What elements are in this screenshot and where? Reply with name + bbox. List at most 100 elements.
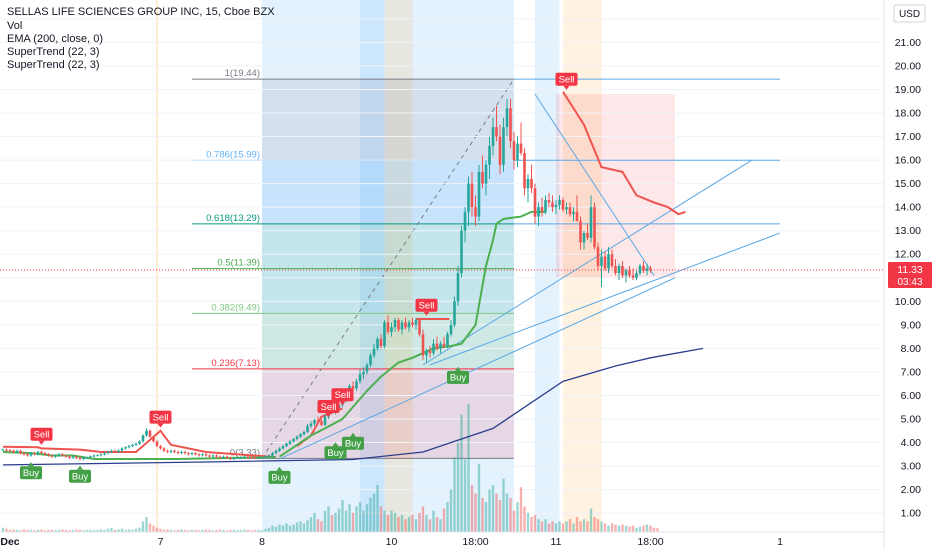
- price-tick: 14.00: [895, 202, 921, 214]
- candle: [85, 456, 89, 460]
- candle: [516, 136, 519, 168]
- candle: [92, 454, 96, 458]
- candle-body: [428, 350, 432, 354]
- candle: [519, 122, 523, 156]
- volume-bar: [243, 529, 246, 532]
- candle-body: [15, 450, 19, 452]
- candle-body: [442, 343, 446, 347]
- candle: [435, 336, 439, 351]
- signal-box: [447, 370, 469, 384]
- volume-bar: [295, 522, 299, 532]
- time-tick: 18:00: [462, 536, 488, 548]
- candle-body: [649, 268, 652, 271]
- price-tick: 16.00: [895, 155, 921, 167]
- candle: [509, 98, 512, 149]
- volume-bar: [225, 530, 229, 532]
- volume-bar: [19, 530, 22, 532]
- candle-body: [568, 207, 572, 215]
- candle: [442, 336, 446, 349]
- volume-bar: [582, 519, 586, 532]
- candle-body: [540, 207, 544, 212]
- volume-bar: [222, 529, 225, 532]
- volume-bar: [1, 527, 5, 532]
- candle: [477, 164, 481, 222]
- candle-body: [320, 421, 323, 425]
- candle-body: [407, 322, 411, 328]
- candle-body: [131, 444, 134, 447]
- price-tick: 12.00: [895, 249, 921, 261]
- volume-bar: [610, 523, 614, 532]
- candle-body: [446, 334, 449, 347]
- candle: [390, 322, 393, 337]
- volume-bar: [334, 512, 337, 532]
- candle: [68, 455, 71, 460]
- candle: [589, 195, 593, 243]
- candle-body: [8, 450, 12, 452]
- ema-200: [2, 347, 704, 466]
- candle: [243, 455, 246, 459]
- candle: [386, 315, 390, 335]
- signal-pointer: [455, 366, 461, 371]
- volume-bar: [5, 528, 8, 532]
- candle: [526, 174, 530, 203]
- candle: [271, 451, 274, 457]
- volume-bar: [260, 530, 264, 532]
- volume-bar: [547, 523, 551, 532]
- candle-body: [509, 108, 512, 142]
- candle-body: [351, 386, 355, 389]
- candle: [495, 105, 498, 142]
- time-axis: Dec 7 8 10 18:00 11 18:00 1: [0, 531, 884, 548]
- candle-body: [12, 450, 15, 452]
- volume-bar: [554, 523, 558, 532]
- candle-body: [257, 457, 260, 459]
- currency-button[interactable]: USD: [893, 4, 926, 23]
- candle: [533, 183, 537, 224]
- candle: [467, 176, 470, 226]
- volume-bar: [176, 529, 180, 532]
- candle-body: [285, 443, 288, 447]
- candle: [246, 455, 250, 459]
- candle: [323, 414, 327, 427]
- candle-body: [99, 454, 103, 456]
- candle: [40, 450, 43, 455]
- candle-body: [358, 374, 362, 382]
- signal-pointer: [563, 85, 570, 90]
- volume-bar: [432, 510, 435, 532]
- candle-body: [628, 270, 631, 276]
- volume-bar: [257, 529, 260, 532]
- candle-body: [271, 453, 274, 456]
- volume-bar: [148, 523, 152, 532]
- fib-label-0.618: 0.618(13.29): [206, 213, 260, 224]
- candle: [201, 453, 204, 457]
- candle-body: [474, 207, 477, 217]
- volume-bar: [379, 506, 383, 532]
- volume-bar: [85, 529, 89, 532]
- candle: [29, 451, 33, 457]
- candle: [183, 450, 187, 455]
- sell-signal: Sell: [317, 400, 340, 418]
- fib-label-1: 1(19.44): [225, 68, 260, 79]
- price-tick: 21.00: [895, 37, 921, 49]
- candle-body: [43, 453, 47, 455]
- volume-bar: [106, 528, 110, 532]
- candle: [579, 216, 582, 250]
- candle-body: [502, 127, 505, 165]
- volume-bar: [656, 528, 659, 532]
- candle-body: [64, 455, 68, 457]
- volume-bar: [78, 529, 82, 532]
- volume-bar: [145, 517, 148, 532]
- volume-bar: [645, 524, 649, 532]
- candle: [512, 131, 516, 170]
- candle-body: [194, 453, 197, 455]
- candle: [547, 193, 551, 208]
- session-band: [535, 0, 560, 532]
- volume-bar: [456, 442, 460, 532]
- candle-body: [463, 211, 467, 231]
- volume-bar: [173, 530, 176, 532]
- signal-box: [342, 436, 364, 450]
- candle: [197, 453, 201, 457]
- buy-signal: Buy: [324, 442, 347, 460]
- candle-body: [302, 431, 306, 435]
- candle-body: [400, 322, 404, 330]
